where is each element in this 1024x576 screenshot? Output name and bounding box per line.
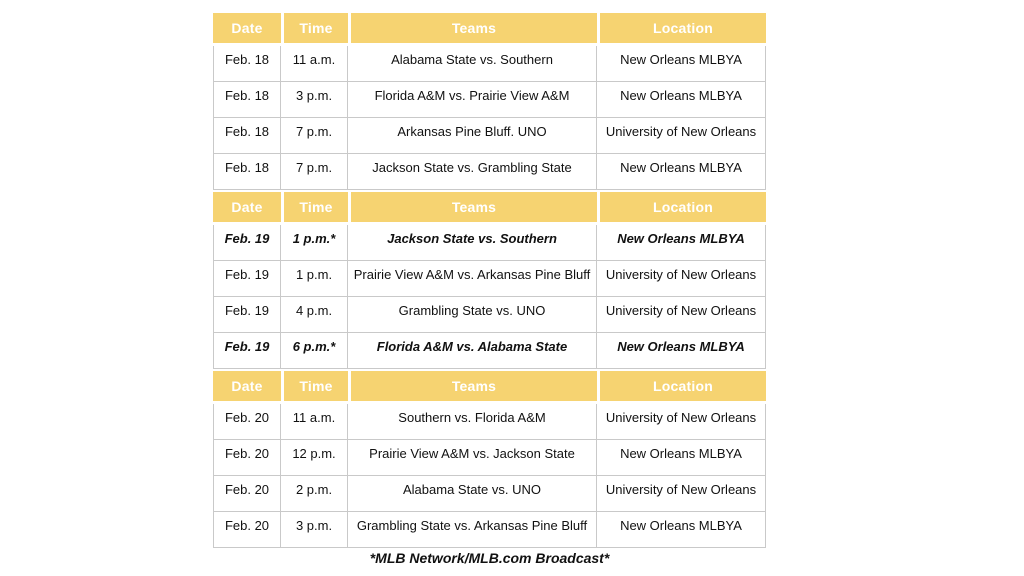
time-cell: 3 p.m. xyxy=(281,82,348,118)
teams-cell: Grambling State vs. Arkansas Pine Bluff xyxy=(348,512,597,548)
teams-cell: Prairie View A&M vs. Arkansas Pine Bluff xyxy=(348,261,597,297)
teams-cell: Prairie View A&M vs. Jackson State xyxy=(348,440,597,476)
column-header-date: Date xyxy=(213,190,281,225)
location-cell: New Orleans MLBYA xyxy=(597,512,766,548)
table-row: Feb. 19 4 p.m. Grambling State vs. UNO U… xyxy=(213,297,766,333)
teams-cell: Jackson State vs. Southern xyxy=(348,225,597,261)
location-cell: University of New Orleans xyxy=(597,297,766,333)
teams-cell: Alabama State vs. UNO xyxy=(348,476,597,512)
teams-cell: Grambling State vs. UNO xyxy=(348,297,597,333)
column-header-time: Time xyxy=(281,190,348,225)
time-cell: 12 p.m. xyxy=(281,440,348,476)
location-cell: New Orleans MLBYA xyxy=(597,225,766,261)
column-header-date: Date xyxy=(213,11,281,46)
schedule-table: Date Time Teams Location Feb. 18 11 a.m.… xyxy=(213,11,766,548)
column-header-teams: Teams xyxy=(348,369,597,404)
column-header-time: Time xyxy=(281,11,348,46)
time-cell: 3 p.m. xyxy=(281,512,348,548)
teams-cell: Southern vs. Florida A&M xyxy=(348,404,597,440)
column-header-teams: Teams xyxy=(348,190,597,225)
location-cell: New Orleans MLBYA xyxy=(597,46,766,82)
date-cell: Feb. 18 xyxy=(213,118,281,154)
schedule-container: Date Time Teams Location Feb. 18 11 a.m.… xyxy=(213,11,768,566)
teams-cell: Florida A&M vs. Alabama State xyxy=(348,333,597,369)
date-cell: Feb. 20 xyxy=(213,404,281,440)
location-cell: University of New Orleans xyxy=(597,118,766,154)
section-header-row: Date Time Teams Location xyxy=(213,11,766,46)
date-cell: Feb. 19 xyxy=(213,225,281,261)
location-cell: New Orleans MLBYA xyxy=(597,154,766,190)
table-row: Feb. 18 11 a.m. Alabama State vs. Southe… xyxy=(213,46,766,82)
teams-cell: Jackson State vs. Grambling State xyxy=(348,154,597,190)
column-header-time: Time xyxy=(281,369,348,404)
table-row: Feb. 20 12 p.m. Prairie View A&M vs. Jac… xyxy=(213,440,766,476)
table-row: Feb. 18 7 p.m. Jackson State vs. Grambli… xyxy=(213,154,766,190)
location-cell: University of New Orleans xyxy=(597,261,766,297)
table-row: Feb. 18 3 p.m. Florida A&M vs. Prairie V… xyxy=(213,82,766,118)
date-cell: Feb. 18 xyxy=(213,82,281,118)
time-cell: 7 p.m. xyxy=(281,118,348,154)
date-cell: Feb. 19 xyxy=(213,333,281,369)
section-header-row: Date Time Teams Location xyxy=(213,369,766,404)
date-cell: Feb. 20 xyxy=(213,512,281,548)
location-cell: New Orleans MLBYA xyxy=(597,82,766,118)
column-header-location: Location xyxy=(597,369,766,404)
time-cell: 4 p.m. xyxy=(281,297,348,333)
table-row: Feb. 18 7 p.m. Arkansas Pine Bluff. UNO … xyxy=(213,118,766,154)
location-cell: New Orleans MLBYA xyxy=(597,333,766,369)
column-header-date: Date xyxy=(213,369,281,404)
table-row-broadcast: Feb. 19 1 p.m.* Jackson State vs. Southe… xyxy=(213,225,766,261)
time-cell: 11 a.m. xyxy=(281,46,348,82)
table-row-broadcast: Feb. 19 6 p.m.* Florida A&M vs. Alabama … xyxy=(213,333,766,369)
broadcast-footnote: *MLB Network/MLB.com Broadcast* xyxy=(369,550,610,566)
table-row: Feb. 19 1 p.m. Prairie View A&M vs. Arka… xyxy=(213,261,766,297)
location-cell: University of New Orleans xyxy=(597,404,766,440)
table-row: Feb. 20 2 p.m. Alabama State vs. UNO Uni… xyxy=(213,476,766,512)
table-row: Feb. 20 3 p.m. Grambling State vs. Arkan… xyxy=(213,512,766,548)
time-cell: 7 p.m. xyxy=(281,154,348,190)
date-cell: Feb. 20 xyxy=(213,440,281,476)
time-cell: 2 p.m. xyxy=(281,476,348,512)
date-cell: Feb. 18 xyxy=(213,46,281,82)
section-header-row: Date Time Teams Location xyxy=(213,190,766,225)
date-cell: Feb. 20 xyxy=(213,476,281,512)
time-cell: 11 a.m. xyxy=(281,404,348,440)
location-cell: New Orleans MLBYA xyxy=(597,440,766,476)
date-cell: Feb. 19 xyxy=(213,261,281,297)
teams-cell: Alabama State vs. Southern xyxy=(348,46,597,82)
table-row: Feb. 20 11 a.m. Southern vs. Florida A&M… xyxy=(213,404,766,440)
date-cell: Feb. 19 xyxy=(213,297,281,333)
column-header-location: Location xyxy=(597,11,766,46)
teams-cell: Florida A&M vs. Prairie View A&M xyxy=(348,82,597,118)
time-cell: 1 p.m. xyxy=(281,261,348,297)
time-cell: 1 p.m.* xyxy=(281,225,348,261)
location-cell: University of New Orleans xyxy=(597,476,766,512)
teams-cell: Arkansas Pine Bluff. UNO xyxy=(348,118,597,154)
date-cell: Feb. 18 xyxy=(213,154,281,190)
time-cell: 6 p.m.* xyxy=(281,333,348,369)
column-header-location: Location xyxy=(597,190,766,225)
column-header-teams: Teams xyxy=(348,11,597,46)
